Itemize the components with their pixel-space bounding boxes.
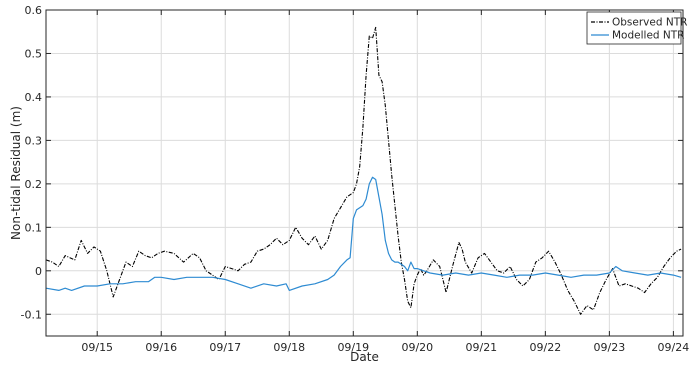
x-tick-label: 09/24 <box>658 341 690 354</box>
y-axis-label: Non-tidal Residual (m) <box>9 106 23 240</box>
y-tick-label: 0 <box>35 265 42 278</box>
x-tick-label: 09/15 <box>81 341 113 354</box>
y-tick-label: 0.4 <box>25 91 43 104</box>
y-tick-label: 0.2 <box>25 178 43 191</box>
x-tick-label: 09/19 <box>337 341 369 354</box>
x-tick-label: 09/23 <box>594 341 626 354</box>
y-tick-label: 0.5 <box>25 47 43 60</box>
y-tick-label: 0.3 <box>25 134 43 147</box>
x-tick-label: 09/17 <box>209 341 241 354</box>
legend-entry: Modelled NTR <box>612 30 684 42</box>
y-tick-label: 0.6 <box>25 4 43 17</box>
y-tick-label: -0.1 <box>21 308 42 321</box>
y-tick-label: 0.1 <box>25 221 43 234</box>
x-tick-label: 09/20 <box>401 341 433 354</box>
tick-layer <box>46 9 683 336</box>
x-tick-label: 09/22 <box>530 341 562 354</box>
x-tick-label: 09/16 <box>145 341 177 354</box>
series-layer <box>45 26 682 315</box>
x-axis-label: Date <box>350 350 379 364</box>
series-line-modelled <box>45 176 682 291</box>
plot-frame <box>45 9 684 337</box>
label-layer: 09/15 09/16 09/17 09/18 09/19 09/20 09/21 09/22… <box>9 4 689 364</box>
x-tick-label: 09/21 <box>465 341 497 354</box>
legend-entry: Observed NTR <box>612 17 687 29</box>
grid-layer <box>46 9 683 336</box>
x-tick-label: 09/18 <box>273 341 305 354</box>
series-line-observed <box>45 26 682 315</box>
legend-box <box>586 11 682 45</box>
